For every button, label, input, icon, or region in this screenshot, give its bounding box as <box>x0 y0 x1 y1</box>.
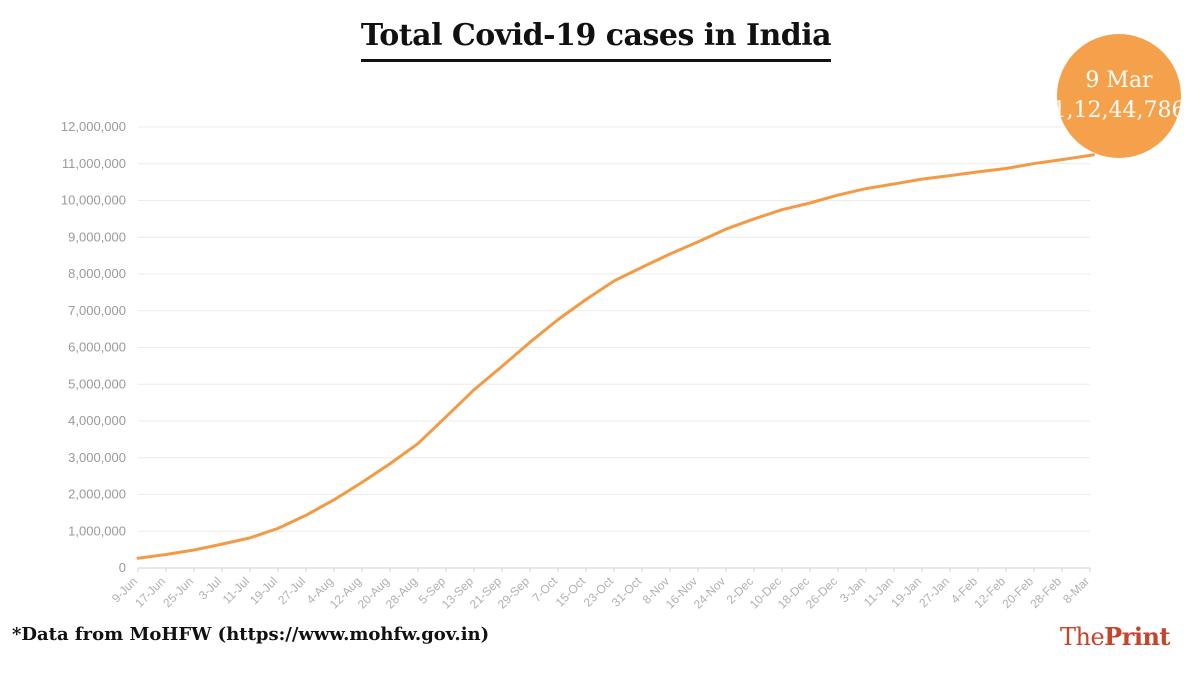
y-tick-label: 7,000,000 <box>68 303 126 318</box>
theprint-logo: ThePrint <box>1059 622 1171 651</box>
x-tick-label: 24-Nov <box>691 574 728 611</box>
y-tick-label: 11,000,000 <box>62 156 126 171</box>
x-tick-label: 19-Jan <box>888 574 924 610</box>
x-tick-label: 11-Jan <box>861 574 896 609</box>
y-axis: 0 1,000,000 2,000,000 3,000,000 4,000,000 5,0… <box>61 119 126 575</box>
callout-date: 9 Mar <box>1085 68 1153 93</box>
y-tick-label: 0 <box>119 560 126 575</box>
series-line-total-cases <box>136 153 1095 560</box>
x-tick-label: 27-Jul <box>275 574 308 607</box>
latest-value-callout: 9 Mar 1,12,44,786 <box>1053 34 1185 158</box>
x-tick-label: 27-Jan <box>916 574 952 610</box>
y-tick-label: 8,000,000 <box>68 266 126 281</box>
chart-title-text: Total Covid-19 cases in India <box>360 18 832 62</box>
x-tick-label: 23-Oct <box>581 574 617 610</box>
x-tick-label: 25-Jun <box>160 574 196 610</box>
logo-the: The <box>1059 623 1105 651</box>
x-tick-label: 29-Sep <box>495 574 532 611</box>
x-tick-label: 28-Aug <box>383 574 420 611</box>
y-tick-label: 2,000,000 <box>68 487 126 502</box>
y-tick-label: 12,000,000 <box>61 119 126 134</box>
x-tick-label: 15-Oct <box>553 574 589 610</box>
callout-value: 1,12,44,786 <box>1052 98 1186 123</box>
source-note: *Data from MoHFW (https://www.mohfw.gov.… <box>12 624 490 645</box>
y-tick-label: 9,000,000 <box>68 229 126 244</box>
logo-print: Print <box>1104 622 1170 651</box>
y-tick-label: 4,000,000 <box>68 413 126 428</box>
y-tick-label: 5,000,000 <box>68 376 126 391</box>
x-tick-label: 11-Jul <box>220 574 252 606</box>
y-tick-label: 1,000,000 <box>68 523 126 538</box>
gridlines <box>138 126 1090 569</box>
chart-title: Total Covid-19 cases in India <box>0 18 1192 62</box>
y-tick-label: 6,000,000 <box>68 340 126 355</box>
y-tick-label: 3,000,000 <box>68 450 126 465</box>
x-tick-label: 28-Feb <box>1027 574 1064 611</box>
x-tick-label: 8-Mar <box>1060 574 1092 606</box>
y-tick-label: 10,000,000 <box>61 193 126 208</box>
x-tick-label: 17-Jun <box>132 574 168 610</box>
series-layer <box>136 153 1095 560</box>
x-tick-label: 19-Jul <box>247 574 280 607</box>
x-tick-label: 31-Oct <box>609 574 645 610</box>
x-tick-label: 26-Dec <box>803 574 840 611</box>
x-tick-label: 3-Jul <box>196 574 224 602</box>
